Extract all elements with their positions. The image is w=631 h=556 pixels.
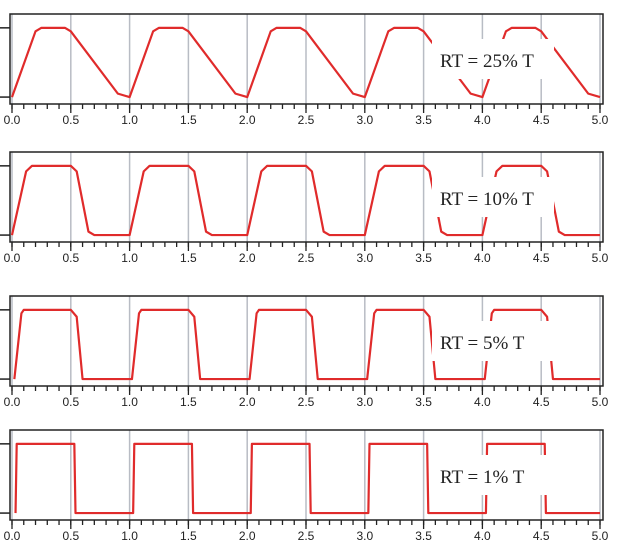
x-tick-label: 0.0 <box>4 113 21 127</box>
waveform <box>10 26 601 99</box>
x-tick-label: 2.5 <box>298 529 315 543</box>
annotation: RT = 10% T <box>440 189 534 210</box>
waveform <box>10 164 600 237</box>
x-tick-label: 4.0 <box>474 529 491 543</box>
panel: 0.0 0.5 1.0 1.5 2.0 2.5 3.0 3.5 4.0 4.5 5.0 RT = 25… <box>0 13 609 127</box>
x-tick-label: 0.0 <box>4 529 21 543</box>
annotation: RT = 5% T <box>440 333 525 354</box>
x-tick-label: 5.0 <box>592 529 609 543</box>
x-tick-label: 2.5 <box>298 395 315 409</box>
panel: 0.0 0.5 1.0 1.5 2.0 2.5 3.0 3.5 4.0 4.5 5.0 RT = 1%… <box>0 429 609 543</box>
x-tick-label: 3.5 <box>415 395 432 409</box>
x-tick-label: 3.5 <box>415 251 432 265</box>
x-tick-label: 4.5 <box>533 395 550 409</box>
x-tick-label: 5.0 <box>592 113 609 127</box>
x-tick-label: 1.0 <box>121 395 138 409</box>
x-tick-label: 1.0 <box>121 113 138 127</box>
x-tick-label: 3.0 <box>356 251 373 265</box>
x-tick-label: 5.0 <box>592 395 609 409</box>
x-tick-label: 4.5 <box>533 113 550 127</box>
x-tick-label: 2.0 <box>239 113 256 127</box>
x-tick-label: 3.5 <box>415 529 432 543</box>
annotation: RT = 1% T <box>440 467 525 488</box>
x-tick-label: 4.0 <box>474 395 491 409</box>
x-tick-label: 1.0 <box>121 529 138 543</box>
x-tick-label: 1.5 <box>180 529 197 543</box>
x-tick-label: 0.5 <box>62 529 79 543</box>
x-tick-label: 0.5 <box>62 395 79 409</box>
x-tick-label: 4.5 <box>533 251 550 265</box>
annotation-backdrop <box>432 455 554 495</box>
annotation: RT = 25% T <box>440 51 534 72</box>
x-tick-label: 3.0 <box>356 529 373 543</box>
x-tick-label: 0.5 <box>62 251 79 265</box>
x-tick-label: 0.0 <box>4 251 21 265</box>
annotation-backdrop <box>432 177 554 217</box>
x-tick-label: 5.0 <box>592 251 609 265</box>
x-tick-label: 1.0 <box>121 251 138 265</box>
x-tick-label: 3.0 <box>356 113 373 127</box>
x-tick-label: 4.5 <box>533 529 550 543</box>
x-tick-label: 1.5 <box>180 251 197 265</box>
x-tick-label: 4.0 <box>474 113 491 127</box>
waveform <box>13 308 600 381</box>
panel: 0.0 0.5 1.0 1.5 2.0 2.5 3.0 3.5 4.0 4.5 5.0 RT = 5%… <box>0 295 609 409</box>
x-tick-label: 2.0 <box>239 529 256 543</box>
panel: 0.0 0.5 1.0 1.5 2.0 2.5 3.0 3.5 4.0 4.5 5.0 RT = 10… <box>0 151 609 265</box>
x-tick-label: 3.5 <box>415 113 432 127</box>
x-tick-label: 2.5 <box>298 251 315 265</box>
x-tick-label: 3.0 <box>356 395 373 409</box>
x-tick-label: 2.0 <box>239 251 256 265</box>
x-tick-label: 4.0 <box>474 251 491 265</box>
x-tick-label: 2.5 <box>298 113 315 127</box>
x-tick-label: 0.0 <box>4 395 21 409</box>
annotation-backdrop <box>432 321 554 361</box>
x-tick-label: 2.0 <box>239 395 256 409</box>
x-tick-label: 1.5 <box>180 113 197 127</box>
x-tick-label: 0.5 <box>62 113 79 127</box>
x-tick-label: 1.5 <box>180 395 197 409</box>
annotation-backdrop <box>432 39 554 79</box>
